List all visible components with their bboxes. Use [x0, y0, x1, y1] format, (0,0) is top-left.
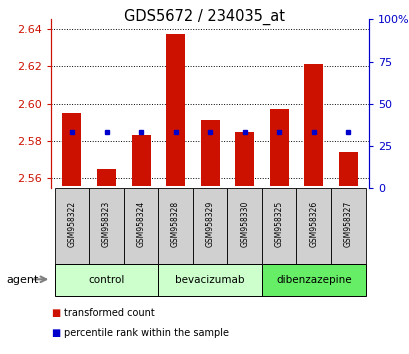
Text: control: control [88, 275, 124, 285]
Bar [97, 169, 116, 186]
Text: GSM958330: GSM958330 [240, 201, 249, 247]
Bar [227, 188, 261, 264]
Bar [235, 132, 254, 186]
Bar [330, 188, 365, 264]
Bar [303, 64, 322, 186]
Bar [54, 264, 158, 296]
Bar [269, 109, 288, 186]
Text: agent: agent [6, 275, 38, 285]
Bar [158, 188, 192, 264]
Text: bevacizumab: bevacizumab [175, 275, 244, 285]
Bar [131, 135, 150, 186]
Text: GSM958327: GSM958327 [343, 201, 352, 247]
Text: GSM958323: GSM958323 [102, 201, 111, 247]
Text: GSM958329: GSM958329 [205, 201, 214, 247]
Text: GDS5672 / 234035_at: GDS5672 / 234035_at [124, 9, 285, 25]
Text: transformed count: transformed count [63, 308, 154, 318]
Bar [54, 188, 89, 264]
Bar [124, 188, 158, 264]
Text: ■: ■ [51, 328, 61, 338]
Text: ■: ■ [51, 308, 61, 318]
Text: GSM958325: GSM958325 [274, 201, 283, 247]
Bar [89, 188, 124, 264]
Bar [166, 34, 184, 186]
Bar [192, 188, 227, 264]
Text: GSM958322: GSM958322 [67, 201, 76, 247]
Bar [261, 188, 296, 264]
Bar [261, 264, 365, 296]
Text: GSM958328: GSM958328 [171, 201, 180, 247]
Bar [62, 113, 81, 186]
Bar [158, 264, 261, 296]
Bar [338, 152, 357, 186]
Bar [296, 188, 330, 264]
Text: dibenzazepine: dibenzazepine [275, 275, 351, 285]
Text: percentile rank within the sample: percentile rank within the sample [63, 328, 228, 338]
Text: GSM958324: GSM958324 [136, 201, 145, 247]
Text: GSM958326: GSM958326 [308, 201, 317, 247]
Bar [200, 120, 219, 186]
